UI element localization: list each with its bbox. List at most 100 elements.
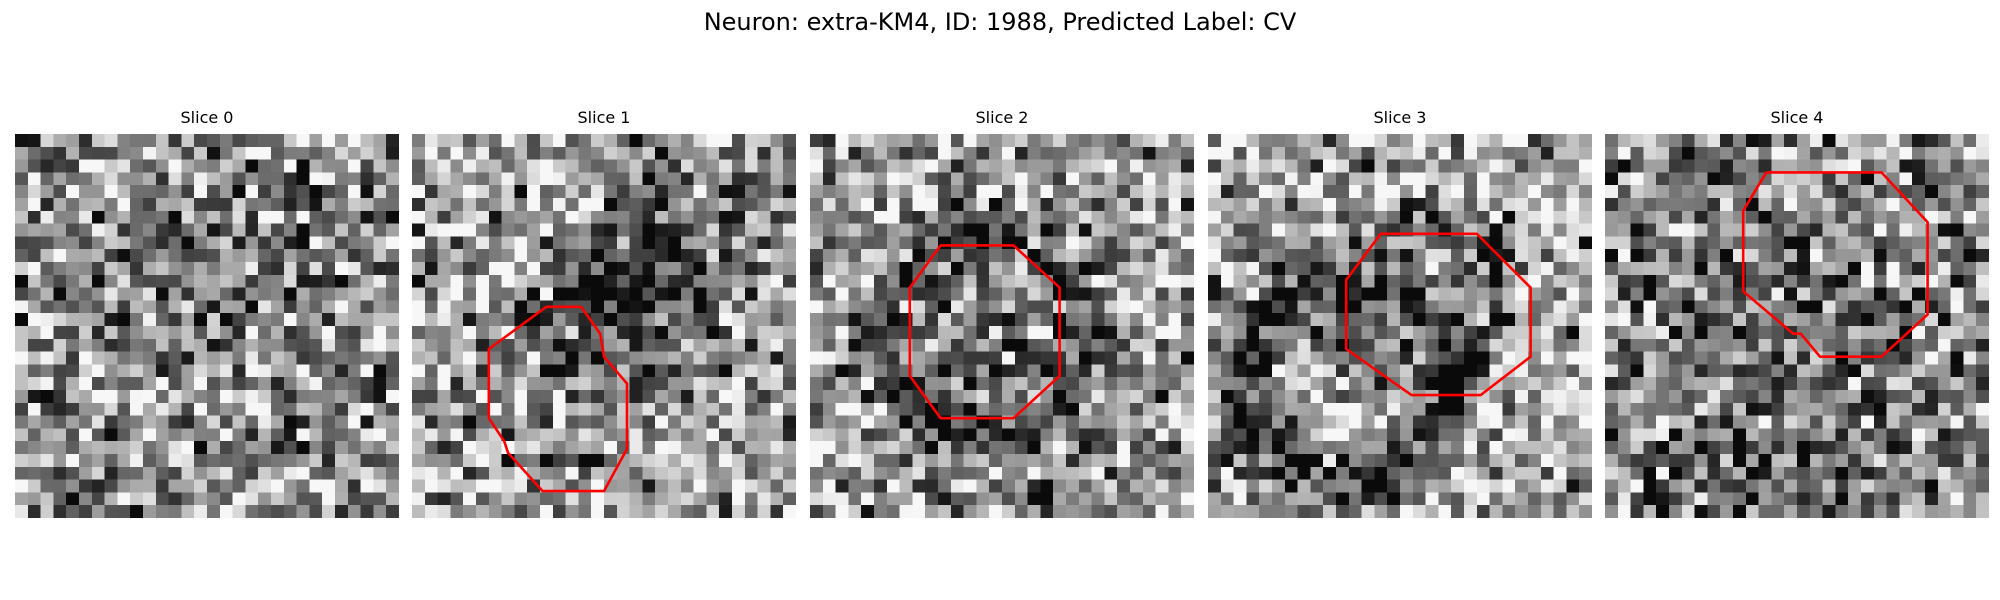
pixel-cell: [424, 505, 439, 518]
pixel-cell: [1272, 236, 1286, 250]
pixel-cell: [1950, 492, 1964, 506]
pixel-cell: [1323, 210, 1337, 225]
pixel-cell: [91, 134, 106, 148]
pixel-cell: [386, 351, 399, 365]
pixel-cell: [1822, 338, 1836, 353]
pixel-cell: [1220, 441, 1235, 455]
pixel-cell: [1374, 390, 1388, 404]
pixel-cell: [976, 146, 990, 161]
pixel-cell: [591, 172, 605, 186]
pixel-cell: [925, 338, 939, 353]
pixel-cell: [1168, 390, 1182, 404]
pixel-cell: [1091, 351, 1105, 365]
pixel-cell: [1142, 402, 1157, 417]
pixel-cell: [360, 198, 374, 212]
pixel-cell: [757, 338, 771, 353]
pixel-cell: [1873, 287, 1888, 301]
pixel-cell: [1336, 172, 1350, 186]
pixel-cell: [181, 159, 195, 173]
pixel-cell: [1835, 223, 1849, 237]
pixel-cell: [194, 377, 208, 391]
pixel-cell: [1963, 479, 1977, 493]
pixel-cell: [899, 428, 913, 442]
pixel-cell: [15, 313, 29, 327]
pixel-cell: [1027, 428, 1041, 442]
pixel-cell: [1797, 326, 1811, 340]
pixel-cell: [693, 134, 707, 148]
pixel-cell: [1822, 326, 1836, 340]
pixel-cell: [1848, 505, 1862, 518]
pixel-cell: [1848, 479, 1862, 493]
pixel-cell: [899, 249, 913, 263]
pixel-cell: [1540, 479, 1555, 493]
pixel-cell: [15, 402, 29, 417]
pixel-cell: [283, 479, 298, 493]
pixel-cell: [296, 198, 310, 212]
pixel-cell: [1040, 505, 1054, 518]
pixel-cell: [1976, 505, 1989, 518]
pixel-cell: [1502, 505, 1516, 518]
pixel-cell: [66, 441, 80, 455]
pixel-cell: [822, 351, 837, 365]
pixel-cell: [527, 415, 541, 429]
pixel-cell: [1066, 236, 1080, 250]
pixel-cell: [1656, 390, 1670, 404]
pixel-cell: [1976, 172, 1989, 186]
pixel-cell: [360, 274, 374, 289]
pixel-cell: [1771, 185, 1785, 199]
pixel-cell: [1272, 390, 1286, 404]
pixel-cell: [770, 249, 784, 263]
pixel-cell: [1476, 236, 1491, 250]
pixel-cell: [15, 198, 29, 212]
pixel-cell: [207, 466, 221, 481]
pixel-cell: [424, 390, 439, 404]
pixel-cell: [861, 300, 875, 314]
pixel-cell: [488, 172, 503, 186]
pixel-cell: [1502, 390, 1516, 404]
pixel-cell: [861, 134, 875, 148]
pixel-cell: [1617, 402, 1632, 417]
pixel-cell: [886, 313, 901, 327]
pixel-cell: [1259, 262, 1273, 276]
pixel-cell: [1104, 287, 1118, 301]
pixel-cell: [810, 466, 824, 481]
pixel-cell: [874, 415, 888, 429]
pixel-cell: [1297, 428, 1311, 442]
pixel-cell: [886, 146, 901, 161]
pixel-cell: [770, 377, 784, 391]
pixel-cell: [1745, 249, 1760, 263]
pixel-cell: [245, 441, 259, 455]
pixel-cell: [1233, 326, 1247, 340]
pixel-cell: [1336, 428, 1350, 442]
pixel-cell: [1181, 249, 1194, 263]
pixel-cell: [412, 326, 426, 340]
pixel-cell: [1605, 466, 1619, 481]
pixel-cell: [1489, 262, 1503, 276]
pixel-cell: [1950, 146, 1964, 161]
pixel-cell: [1835, 249, 1849, 263]
pixel-cell: [963, 428, 977, 442]
pixel-cell: [912, 377, 926, 391]
pixel-cell: [1963, 172, 1977, 186]
pixel-cell: [1323, 402, 1337, 417]
pixel-cell: [27, 415, 42, 429]
pixel-cell: [1515, 479, 1529, 493]
pixel-cell: [1142, 313, 1157, 327]
pixel-cell: [680, 198, 695, 212]
pixel-cell: [1976, 134, 1989, 148]
pixel-cell: [1091, 249, 1105, 263]
pixel-cell: [309, 364, 323, 378]
pixel-cell: [1155, 223, 1169, 237]
pixel-cell: [424, 492, 439, 506]
pixel-cell: [130, 492, 144, 506]
pixel-cell: [1272, 249, 1286, 263]
pixel-cell: [899, 146, 913, 161]
pixel-cell: [1707, 274, 1721, 289]
pixel-cell: [1822, 402, 1836, 417]
pixel-cell: [1233, 146, 1247, 161]
pixel-cell: [1489, 146, 1503, 161]
pixel-cell: [386, 402, 399, 417]
pixel-cell: [1950, 428, 1964, 442]
pixel-cell: [1208, 274, 1222, 289]
pixel-cell: [1053, 249, 1067, 263]
